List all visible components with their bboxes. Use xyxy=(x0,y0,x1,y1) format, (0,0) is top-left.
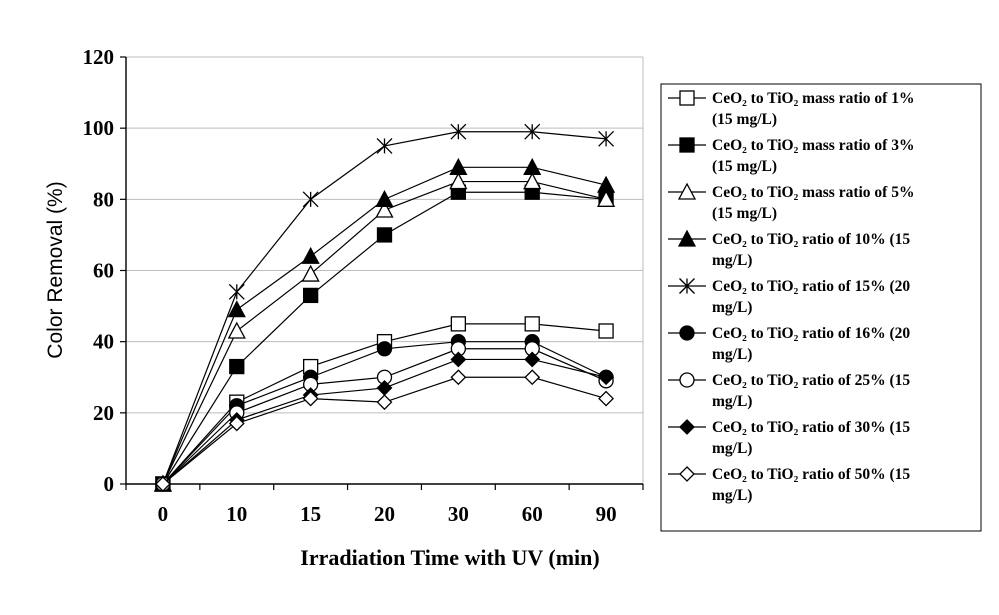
legend-label-line-1: CeO₂ to TiO₂ ratio of 16% (20 xyxy=(712,325,910,342)
y-tick-label: 120 xyxy=(83,45,115,69)
y-tick-label: 40 xyxy=(93,330,114,354)
data-point xyxy=(301,246,320,264)
data-point xyxy=(302,191,319,208)
data-point xyxy=(524,351,541,368)
data-point xyxy=(449,157,468,175)
data-point xyxy=(450,123,467,140)
data-point xyxy=(449,172,468,190)
data-point xyxy=(376,394,393,411)
legend-label-line-1: CeO₂ to TiO₂ mass ratio of 3% xyxy=(712,137,914,154)
data-point xyxy=(450,369,467,386)
legend-label-line-1: CeO₂ to TiO₂ mass ratio of 1% xyxy=(712,90,914,107)
data-point xyxy=(227,300,246,318)
y-axis-label: Color Removal (%) xyxy=(44,181,67,358)
y-tick-label: 80 xyxy=(93,187,114,211)
legend-label-line-2: (15 mg/L) xyxy=(712,158,777,175)
x-tick-label: 90 xyxy=(596,502,617,526)
x-tick-label: 30 xyxy=(448,502,469,526)
legend-entry: CeO₂ to TiO₂ mass ratio of 3% (15 mg/L) xyxy=(668,137,914,175)
data-point xyxy=(524,369,541,386)
x-axis-ticks: 0 10 15 20 30 60 90 xyxy=(125,484,644,526)
legend-label-line-1: CeO₂ to TiO₂ mass ratio of 5% xyxy=(712,184,914,201)
legend-entry: CeO₂ to TiO₂ ratio of 15% (20 mg/L) xyxy=(668,278,910,316)
legend-label-line-2: mg/L) xyxy=(712,487,752,504)
legend-label-line-2: mg/L) xyxy=(712,252,752,269)
y-tick-label: 20 xyxy=(93,401,114,425)
legend-entry: CeO₂ to TiO₂ mass ratio of 5% (15 mg/L) xyxy=(668,182,914,222)
data-point xyxy=(227,321,246,339)
data-point xyxy=(598,323,614,339)
legend-entry: CeO₂ to TiO₂ mass ratio of 1% (15 mg/L) xyxy=(668,90,914,128)
data-point xyxy=(598,369,614,386)
data-point xyxy=(375,200,394,218)
data-point xyxy=(228,283,245,300)
series-5 xyxy=(154,123,615,492)
legend-label-line-2: mg/L) xyxy=(712,440,752,457)
legend-label-line-1: CeO₂ to TiO₂ ratio of 15% (20 xyxy=(712,278,910,295)
series-9 xyxy=(155,369,614,492)
data-point xyxy=(450,351,467,368)
y-tick-label: 100 xyxy=(83,116,115,140)
legend-marker xyxy=(679,419,695,435)
x-tick-label: 15 xyxy=(300,502,321,526)
legend-marker xyxy=(679,466,695,482)
data-point xyxy=(523,172,542,190)
x-tick-label: 10 xyxy=(226,502,247,526)
legend-entry: CeO₂ to TiO₂ ratio of 10% (15 mg/L) xyxy=(668,229,910,269)
series-3 xyxy=(153,172,616,492)
data-point xyxy=(376,341,393,357)
y-tick-label: 0 xyxy=(104,472,115,496)
series-line xyxy=(162,180,607,485)
legend-marker xyxy=(679,90,695,106)
x-axis-label: Irradiation Time with UV (min) xyxy=(300,545,599,570)
data-point xyxy=(524,123,541,140)
legend-marker xyxy=(679,278,695,294)
legend-entry: CeO₂ to TiO₂ ratio of 25% (15 mg/L) xyxy=(668,372,910,410)
legend-entry: CeO₂ to TiO₂ ratio of 16% (20 mg/L) xyxy=(668,325,910,363)
series-group xyxy=(153,123,616,492)
data-point xyxy=(155,476,171,492)
legend-label-line-1: CeO₂ to TiO₂ ratio of 50% (15 xyxy=(712,466,910,483)
x-tick-label: 0 xyxy=(158,502,169,526)
data-point xyxy=(523,157,542,175)
data-point xyxy=(596,175,616,193)
data-point xyxy=(302,287,319,304)
gridlines xyxy=(126,56,643,414)
legend-label-line-1: CeO₂ to TiO₂ ratio of 25% (15 xyxy=(712,372,910,389)
legend-label-line-1: CeO₂ to TiO₂ ratio of 30% (15 xyxy=(712,419,910,436)
legend-marker xyxy=(677,182,697,200)
data-point xyxy=(229,358,245,375)
data-point xyxy=(596,189,616,207)
data-point xyxy=(228,415,245,432)
y-tick-label: 60 xyxy=(93,259,114,283)
legend-label-line-2: mg/L) xyxy=(712,299,752,316)
legend-entry: CeO₂ to TiO₂ ratio of 30% (15 mg/L) xyxy=(668,419,910,457)
legend-entry: CeO₂ to TiO₂ ratio of 50% (15 mg/L) xyxy=(668,466,910,504)
legend-marker xyxy=(679,325,695,341)
legend-label-line-2: (15 mg/L) xyxy=(712,205,777,222)
x-tick-label: 60 xyxy=(522,502,543,526)
legend-label-line-2: mg/L) xyxy=(712,393,752,410)
data-point xyxy=(302,390,319,407)
legend-marker xyxy=(679,137,695,153)
data-point xyxy=(301,264,320,282)
legend-label-line-2: (15 mg/L) xyxy=(712,111,777,128)
legend-label-line-2: mg/L) xyxy=(712,346,752,363)
data-point xyxy=(524,316,540,332)
legend-box xyxy=(660,83,982,532)
legend-label-line-1: CeO₂ to TiO₂ ratio of 10% (15 xyxy=(712,231,910,248)
x-tick-label: 20 xyxy=(374,502,395,526)
legend-marker xyxy=(677,229,697,247)
data-point xyxy=(376,137,393,154)
data-point xyxy=(376,227,393,243)
legend-marker xyxy=(679,372,695,388)
series-line xyxy=(162,131,607,485)
data-point xyxy=(598,130,615,147)
data-point xyxy=(375,189,394,207)
legend: CeO₂ to TiO₂ mass ratio of 1%(15 mg/L)Ce… xyxy=(660,83,982,532)
y-axis-ticks: 0 20 40 60 80 100 120 xyxy=(83,45,126,496)
data-point xyxy=(450,316,467,332)
data-point xyxy=(598,390,614,407)
